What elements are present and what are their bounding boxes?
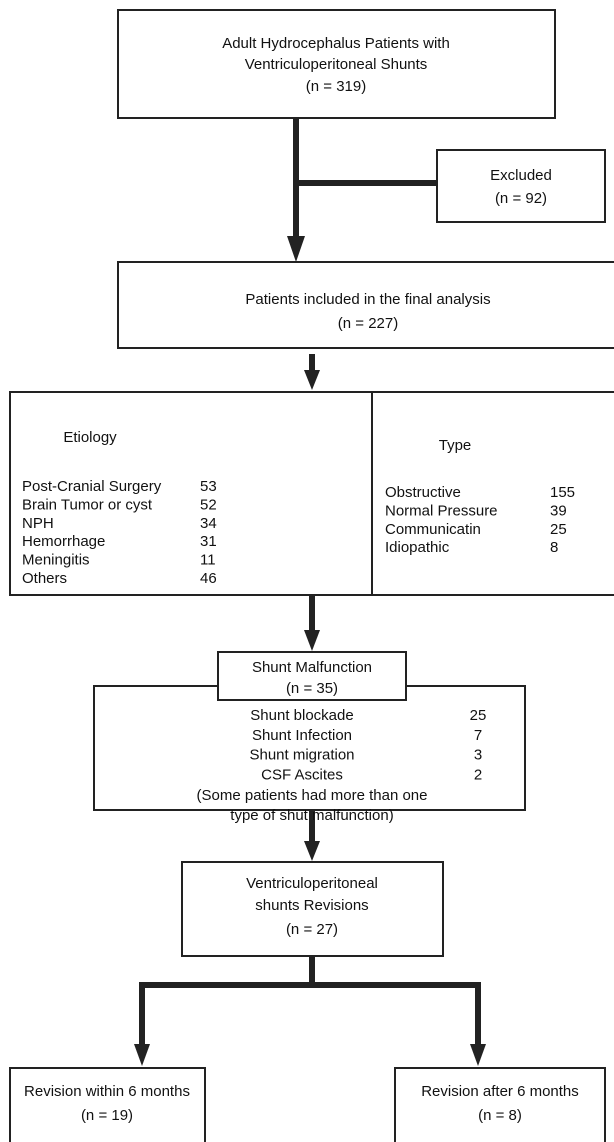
note: type of shut malfunction) [230,807,393,824]
arrowhead [470,1044,486,1066]
row-label: Shunt Infection [252,727,352,744]
box-text: (n = 19) [81,1107,133,1124]
arrowhead [304,370,320,390]
box-text: Ventriculoperitoneal Shunts [245,56,428,73]
excluded-box [436,149,606,223]
row-value: 25 [470,707,487,724]
box-text: (n = 8) [478,1107,522,1124]
box-text: Excluded [490,167,552,184]
malfunction-title: Shunt Malfunction [252,659,372,676]
included-box [117,261,614,349]
row-label: Shunt migration [249,747,354,764]
connectors [134,118,486,1066]
box-text: (n = 27) [286,921,338,938]
row-label: Others [22,570,67,587]
etiology-title: Etiology [63,429,117,446]
classification-box [9,391,614,596]
row-value: 31 [200,533,217,550]
row-label: CSF Ascites [261,766,343,783]
row-label: Post-Cranial Surgery [22,478,162,495]
row-label: Obstructive [385,484,461,501]
late-box [394,1067,606,1142]
arrowhead [304,841,320,861]
row-value: 39 [550,502,567,519]
malfunction-box [217,651,407,701]
box-text: Revision within 6 months [24,1083,190,1100]
row-label: Idiopathic [385,539,450,556]
box-text: Adult Hydrocephalus Patients with [222,35,450,52]
row-value: 52 [200,496,217,513]
malfunction-count: (n = 35) [286,680,338,697]
row-value: 11 [200,552,216,569]
row-value: 53 [200,478,217,495]
malfunction-detail-box [93,685,526,811]
revisions-box [181,861,444,957]
row-value: 8 [550,539,558,556]
early-box [9,1067,206,1142]
row-value: 3 [474,747,482,764]
row-value: 155 [550,484,575,501]
row-label: Brain Tumor or cyst [22,496,153,513]
arrowhead [304,630,320,651]
row-value: 46 [200,570,217,587]
box-text: Revision after 6 months [421,1083,579,1100]
row-value: 7 [474,727,482,744]
row-label: Hemorrhage [22,533,105,550]
row-value: 2 [474,766,482,783]
row-label: Normal Pressure [385,502,498,519]
box-text: shunts Revisions [255,897,368,914]
row-label: Shunt blockade [250,707,353,724]
box-text: Patients included in the final analysis [245,291,490,308]
row-label: NPH [22,515,54,532]
row-value: 34 [200,515,217,532]
row-value: 25 [550,521,567,538]
box-text: (n = 319) [306,78,366,95]
arrowhead [134,1044,150,1066]
row-label: Communicatin [385,521,481,538]
population-box [117,9,556,119]
row-label: Meningitis [22,552,90,569]
box-text: (n = 92) [495,190,547,207]
type-title: Type [439,437,472,454]
arrowhead [287,236,305,262]
box-text: Ventriculoperitoneal [246,875,378,892]
box-text: (n = 227) [338,315,398,332]
note: (Some patients had more than one [197,787,428,804]
